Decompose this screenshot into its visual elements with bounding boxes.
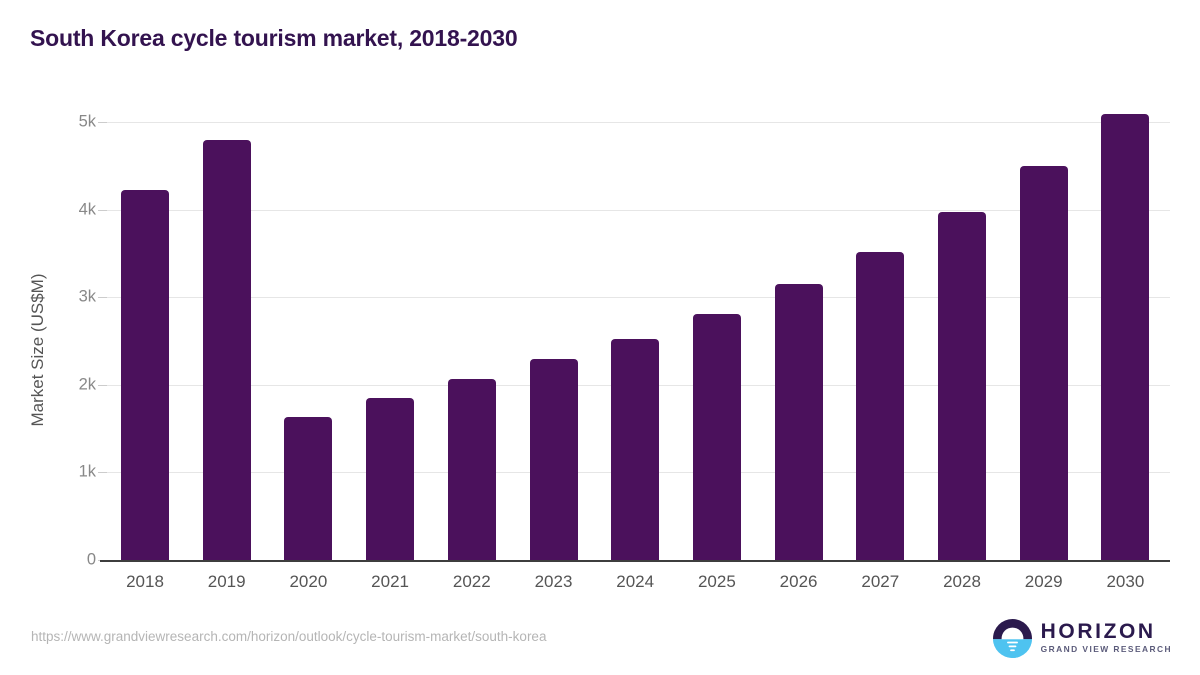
- x-tick-label-2028: 2028: [943, 572, 981, 591]
- bar-2027[interactable]: [856, 251, 905, 560]
- gridline: [107, 209, 1170, 211]
- y-tick-label: 2k: [78, 375, 96, 394]
- x-tick-label-2021: 2021: [371, 572, 410, 591]
- page-title: South Korea cycle tourism market, 2018-2…: [30, 25, 518, 51]
- y-tickmark: [98, 209, 107, 211]
- source-url[interactable]: https://www.grandviewresearch.com/horizo…: [31, 629, 547, 644]
- y-tick-label: 4k: [78, 200, 96, 219]
- logo-tagline: GRAND VIEW RESEARCH: [1040, 644, 1172, 655]
- bar-2018[interactable]: [121, 190, 169, 560]
- x-tick-label-2022: 2022: [452, 572, 491, 591]
- x-tick-label-2025: 2025: [697, 572, 736, 591]
- gridline: [107, 297, 1170, 299]
- y-tickmark: [98, 122, 107, 123]
- x-tick-label-2020: 2020: [289, 572, 328, 591]
- x-tick-label-2018: 2018: [126, 572, 164, 591]
- bar-2026[interactable]: [774, 284, 823, 560]
- y-tick-label: 0: [86, 550, 96, 569]
- y-tick-label: 5k: [78, 112, 96, 131]
- x-tick-label-2019: 2019: [207, 572, 246, 591]
- x-tick-label-2027: 2027: [861, 572, 900, 591]
- y-tickmark: [98, 384, 107, 386]
- bar-2029[interactable]: [1019, 165, 1068, 560]
- bar-2023[interactable]: [529, 359, 578, 560]
- y-tickmark: [98, 472, 107, 474]
- logo-wordmark: HORIZON: [1040, 620, 1156, 644]
- x-tick-label-2024: 2024: [616, 572, 655, 591]
- y-tick-label: 1k: [78, 462, 96, 481]
- y-tick-label: 3k: [78, 287, 96, 306]
- x-axis-line: [100, 560, 1170, 562]
- bar-2022[interactable]: [447, 378, 496, 560]
- bar-2030[interactable]: [1101, 114, 1150, 560]
- y-tickmark: [98, 297, 107, 299]
- bar-2020[interactable]: [284, 417, 333, 560]
- logo-text: HORIZON GRAND VIEW RESEARCH: [1041, 621, 1172, 654]
- x-tick-label-2023: 2023: [534, 572, 573, 591]
- x-tick-label-2026: 2026: [779, 572, 818, 591]
- bar-2021[interactable]: [366, 397, 415, 560]
- gridline: [107, 122, 1170, 123]
- x-tick-label-2029: 2029: [1024, 572, 1063, 591]
- bar-2028[interactable]: [938, 212, 986, 560]
- x-tick-label-2030: 2030: [1106, 572, 1145, 591]
- horizon-sunset-circle-logo-icon: [992, 618, 1032, 658]
- bar-2025[interactable]: [692, 313, 741, 560]
- horizon-logo[interactable]: HORIZON GRAND VIEW RESEARCH: [992, 618, 1172, 658]
- bar-2019[interactable]: [202, 139, 251, 560]
- y-axis-title: Market Size (US$M): [28, 273, 47, 427]
- bar-2024[interactable]: [611, 339, 660, 560]
